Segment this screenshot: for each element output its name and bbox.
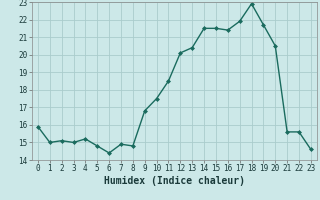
X-axis label: Humidex (Indice chaleur): Humidex (Indice chaleur) [104, 176, 245, 186]
